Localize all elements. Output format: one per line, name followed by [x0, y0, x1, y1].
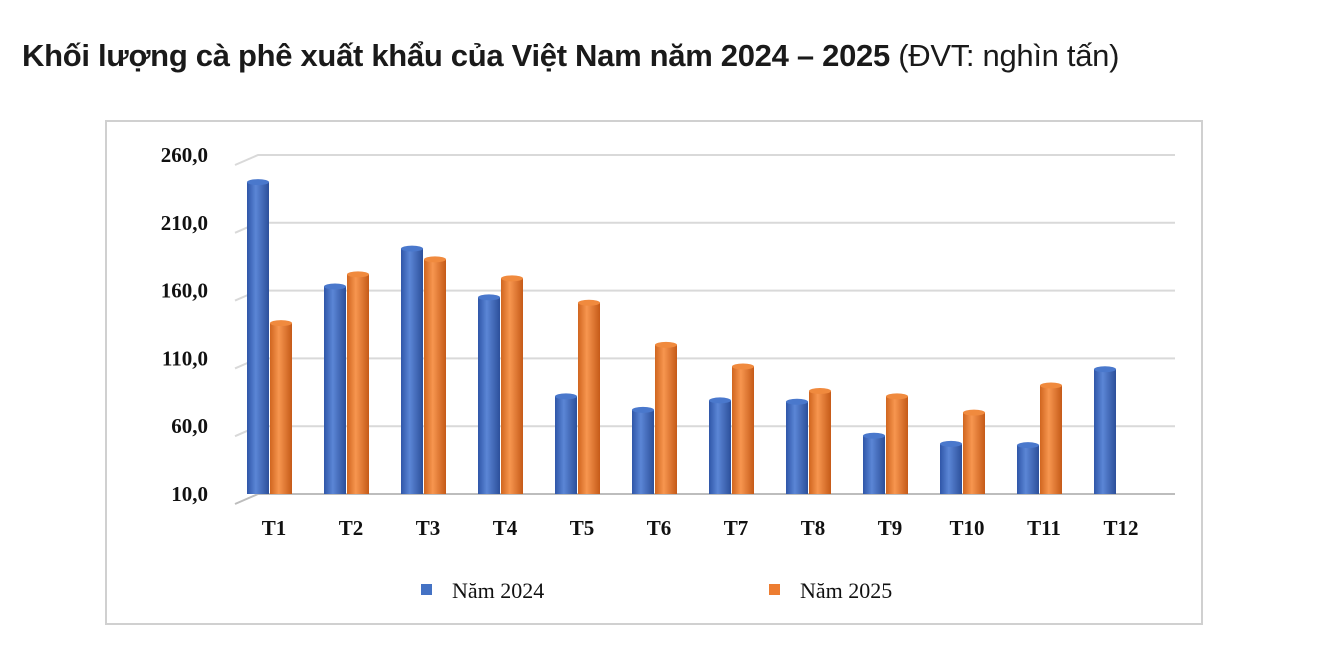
- bar-2025-T4: [501, 278, 523, 494]
- bar-2024-T1: [247, 182, 269, 494]
- bar-2024-T11: [1017, 445, 1039, 494]
- bar-2025-T3: [424, 259, 446, 494]
- bar-cap: [786, 398, 808, 405]
- bar-2025-T1: [270, 323, 292, 494]
- y-tick-label: 110,0: [162, 346, 208, 370]
- x-tick-label: T5: [570, 516, 595, 540]
- bar-cap: [501, 275, 523, 282]
- chart-title-unit: (ĐVT: nghìn tấn): [889, 38, 1120, 73]
- x-tick-label: T10: [949, 516, 984, 540]
- bar-cap: [247, 179, 269, 186]
- bar-2025-T2: [347, 274, 369, 494]
- gridline: [234, 154, 1175, 166]
- x-tick-label: T4: [493, 516, 518, 540]
- x-tick-label: T2: [339, 516, 364, 540]
- legend-label: Năm 2025: [800, 578, 892, 603]
- x-tick-label: T9: [878, 516, 903, 540]
- bar-2024-T10: [940, 443, 962, 494]
- chart-border: [105, 120, 1203, 625]
- bar-cap: [655, 341, 677, 348]
- bar-cap: [963, 409, 985, 416]
- bar-2024-T9: [863, 435, 885, 494]
- bar-2024-T8: [786, 401, 808, 494]
- x-tick-label: T3: [416, 516, 441, 540]
- bar-2025-T6: [655, 344, 677, 494]
- gridline: [234, 425, 1175, 438]
- bar-cap: [1040, 382, 1062, 389]
- legend-label: Năm 2024: [452, 578, 544, 603]
- x-tick-label: T6: [647, 516, 672, 540]
- bar-2024-T7: [709, 400, 731, 494]
- legend-swatch-2025: [769, 584, 780, 595]
- bar-cap: [324, 283, 346, 290]
- x-tick-label: T1: [262, 516, 287, 540]
- bar-cap: [809, 387, 831, 394]
- bar-2025-T8: [809, 390, 831, 494]
- chart-title: Khối lượng cà phê xuất khẩu của Việt Nam…: [22, 38, 1119, 74]
- bar-cap: [478, 294, 500, 301]
- gridline: [234, 221, 1175, 234]
- bar-cap: [270, 320, 292, 327]
- bar-2024-T5: [555, 396, 577, 494]
- bar-cap: [401, 245, 423, 252]
- gridline: [234, 289, 1175, 302]
- bar-cap: [555, 393, 577, 400]
- bar-2024-T4: [478, 297, 500, 494]
- gridline: [234, 357, 1175, 370]
- bar-cap: [1017, 442, 1039, 449]
- bar-cap: [632, 406, 654, 413]
- bar-cap: [1094, 366, 1116, 373]
- bar-cap: [940, 440, 962, 447]
- y-tick-label: 260,0: [161, 143, 208, 167]
- bar-2025-T5: [578, 302, 600, 494]
- bar-2025-T11: [1040, 385, 1062, 494]
- bar-2024-T3: [401, 248, 423, 494]
- bar-cap: [578, 299, 600, 306]
- bar-cap: [709, 397, 731, 404]
- x-tick-label: T8: [801, 516, 826, 540]
- bar-2024-T2: [324, 286, 346, 494]
- bar-cap: [347, 271, 369, 278]
- y-tick-label: 60,0: [171, 414, 208, 438]
- x-tick-label: T7: [724, 516, 749, 540]
- bar-cap: [732, 363, 754, 370]
- bar-2025-T10: [963, 412, 985, 494]
- bar-2024-T6: [632, 409, 654, 494]
- bar-cap: [863, 432, 885, 439]
- x-tick-label: T11: [1027, 516, 1061, 540]
- chart-title-main: Khối lượng cà phê xuất khẩu của Việt Nam…: [22, 38, 890, 73]
- y-tick-label: 10,0: [171, 482, 208, 506]
- bar-cap: [886, 393, 908, 400]
- gridline: [234, 493, 1175, 505]
- bar-cap: [424, 256, 446, 263]
- y-tick-label: 160,0: [161, 279, 208, 303]
- x-tick-label: T12: [1103, 516, 1138, 540]
- bar-2025-T9: [886, 396, 908, 494]
- bar-2024-T12: [1094, 369, 1116, 494]
- bar-2025-T7: [732, 366, 754, 494]
- legend-swatch-2024: [421, 584, 432, 595]
- y-tick-label: 210,0: [161, 211, 208, 235]
